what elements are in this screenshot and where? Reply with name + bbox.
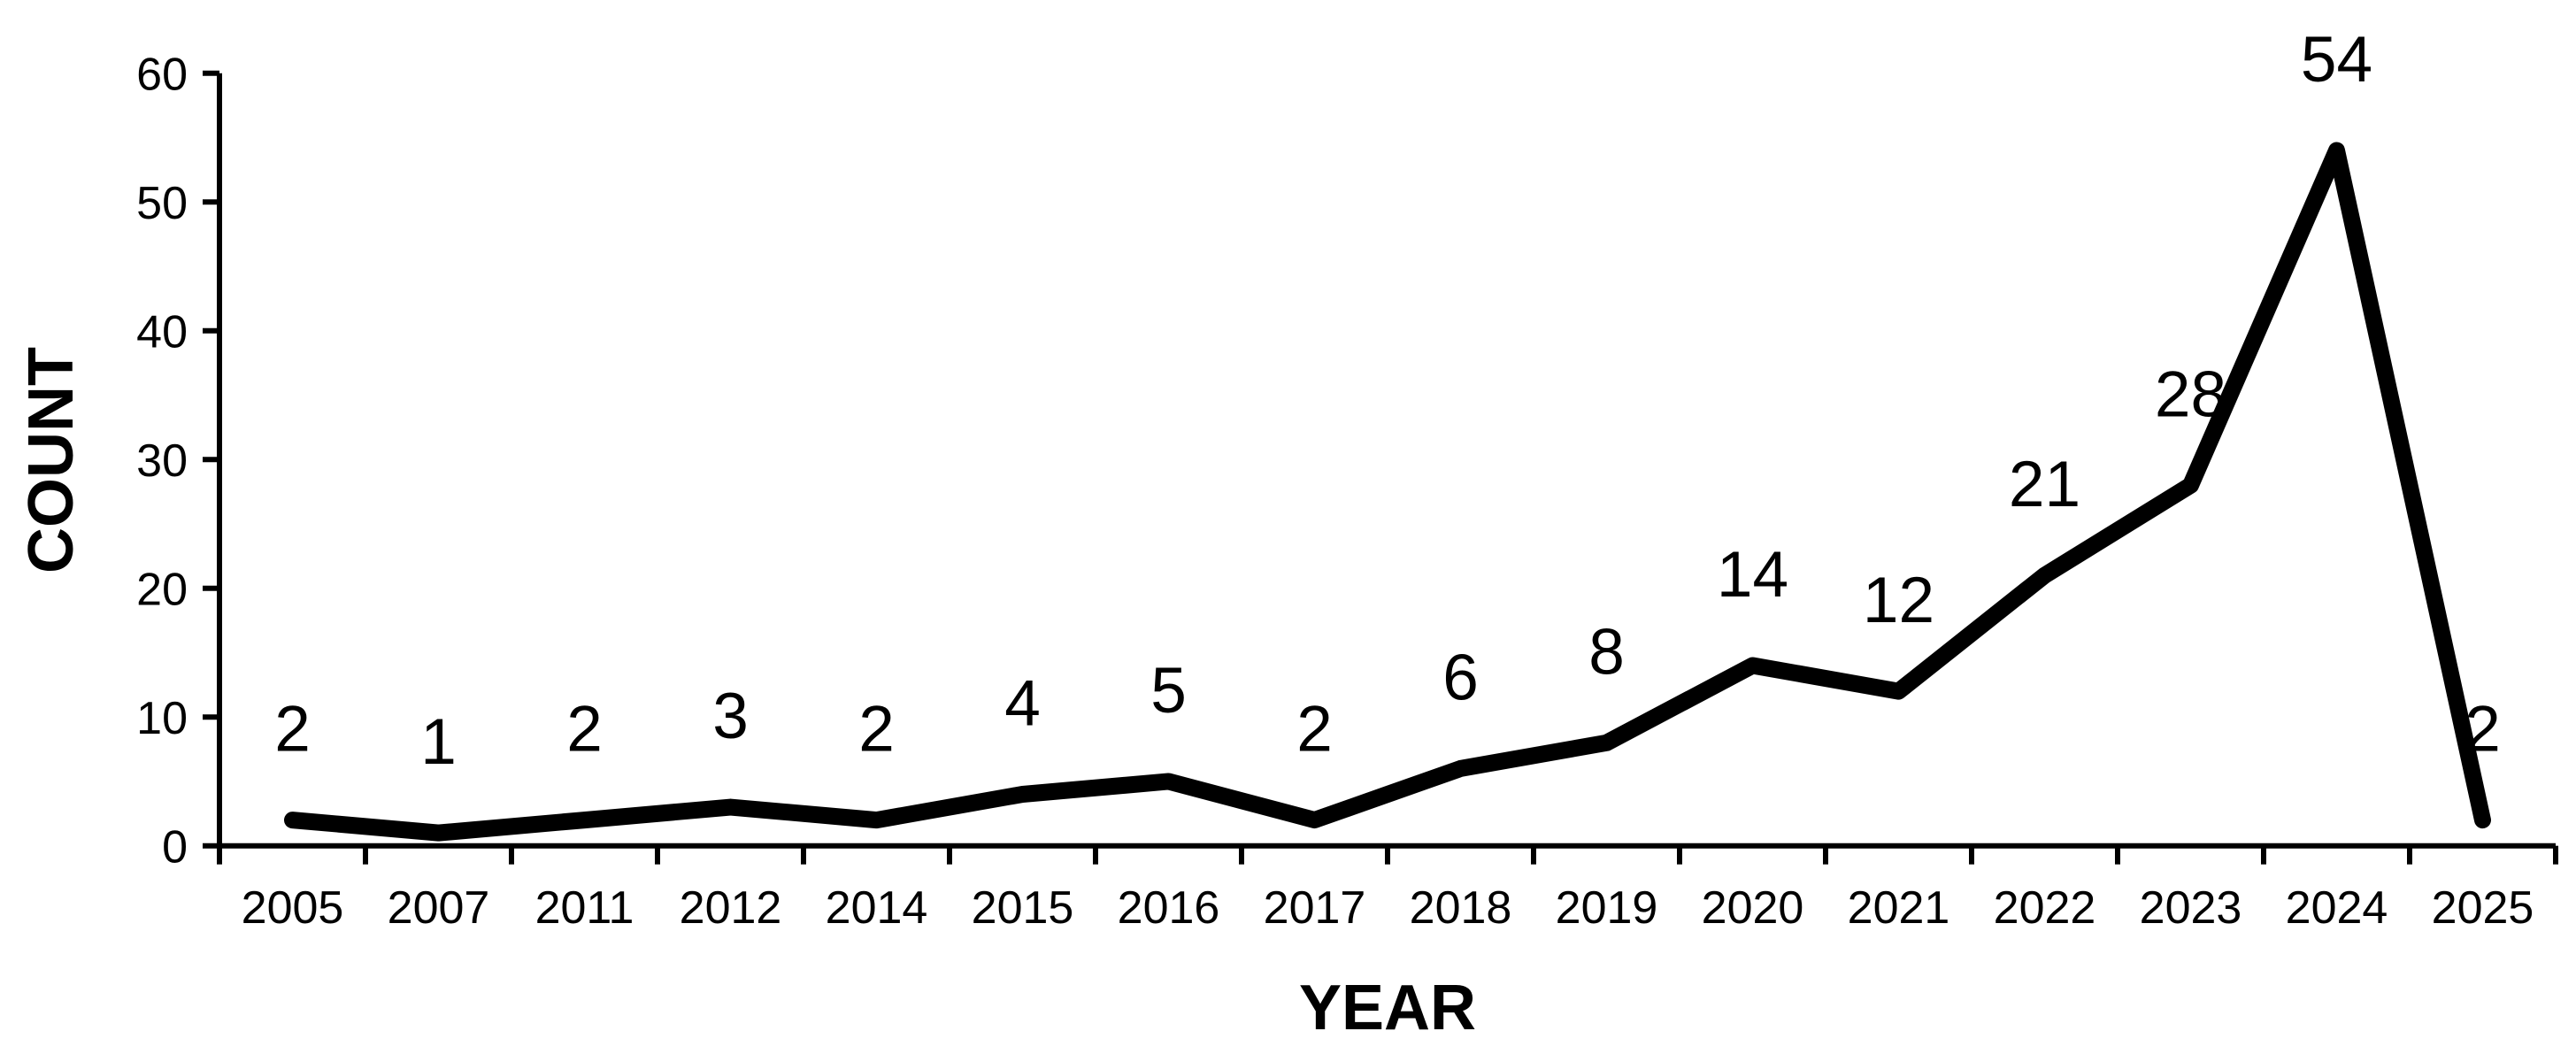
data-series [284, 142, 2491, 842]
data-point-label: 4 [1004, 668, 1041, 740]
data-point-label: 8 [1588, 616, 1625, 688]
x-tick-label: 2007 [388, 882, 490, 934]
x-tick-label: 2005 [242, 882, 344, 934]
x-tick-label: 2019 [1556, 882, 1658, 934]
data-point-label: 2 [858, 694, 895, 766]
count-line-series [284, 142, 2491, 842]
y-tick-label: 20 [136, 565, 188, 616]
data-point-label: 21 [2009, 449, 2080, 520]
x-axis: 2005 2007 2011 2012 2014 2015 2016 2017 2018 2019… [217, 843, 2558, 934]
x-tick-label: 2017 [1264, 882, 1366, 934]
x-tick-label: 2012 [680, 882, 782, 934]
data-point-label: 6 [1442, 642, 1479, 713]
y-tick-label: 30 [136, 435, 188, 487]
y-tick-label: 60 [136, 50, 188, 101]
x-tick-label: 2016 [1118, 882, 1220, 934]
y-axis: 0 10 20 30 40 50 60 [136, 50, 222, 873]
data-point-label: 28 [2155, 358, 2226, 430]
y-tick-label: 10 [136, 693, 188, 744]
data-point-label: 14 [1717, 539, 1788, 611]
y-axis-title: COUNT [16, 347, 87, 573]
y-tick-label: 50 [136, 178, 188, 229]
data-point-label: 54 [2301, 24, 2372, 96]
y-tick-label: 0 [162, 822, 188, 873]
data-point-label: 2 [1296, 694, 1333, 766]
x-tick-label: 2024 [2286, 882, 2388, 934]
data-point-label: 2 [2465, 694, 2501, 766]
x-tick-label: 2015 [972, 882, 1074, 934]
data-point-label: 2 [274, 694, 311, 766]
data-point-label: 1 [420, 706, 457, 778]
data-point-label: 2 [566, 694, 603, 766]
x-tick-label: 2025 [2432, 882, 2534, 934]
x-tick-label: 2021 [1848, 882, 1950, 934]
x-tick-label: 2018 [1410, 882, 1512, 934]
x-tick-label: 2011 [535, 882, 634, 934]
y-tick-label: 40 [136, 307, 188, 358]
data-point-label: 5 [1150, 655, 1187, 727]
x-tick-label: 2022 [1994, 882, 2096, 934]
x-axis-title: YEAR [1299, 973, 1476, 1043]
data-point-label: 3 [712, 681, 749, 752]
x-tick-label: 2020 [1702, 882, 1804, 934]
x-tick-label: 2023 [2140, 882, 2242, 934]
data-point-label: 12 [1863, 565, 1934, 636]
x-tick-label: 2014 [826, 882, 928, 934]
